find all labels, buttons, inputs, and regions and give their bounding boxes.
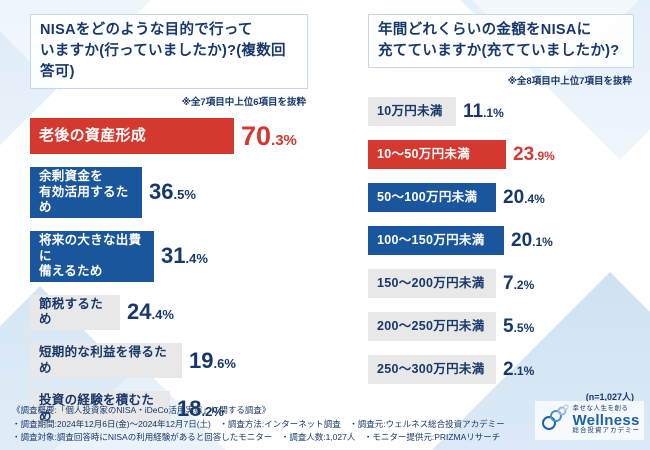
bar-value-label: 20.4% (503, 186, 545, 208)
bar-value-label: 70.3% (241, 120, 297, 151)
bar-value-label: 20.1% (511, 229, 553, 251)
logo-subtitle: 総合投資アカデミー (572, 427, 640, 435)
bar-row: 10〜50万円未満 23.9% (368, 140, 634, 170)
bar-row: 100〜150万円未満 20.1% (368, 226, 634, 256)
bar-row: 節税するため 24.4% (30, 294, 308, 331)
bar-row: 200〜250万円未満 5.5% (368, 312, 634, 342)
bar-row: 150〜200万円未満 7.2% (368, 269, 634, 299)
chart-amount-rows: 10万円未満 11.1% 10〜50万円未満 23.9% 50〜100万円未満 20.4%… (368, 97, 634, 385)
bar-blue: 50〜100万円未満 (368, 183, 496, 213)
bar-value-label: 23.9% (513, 143, 555, 165)
chart-amount-note: ※全8項目中上位7項目を抜粋 (507, 76, 632, 88)
bar-gray: 節税するため (30, 294, 120, 331)
bar-gray: 200〜250万円未満 (368, 312, 496, 342)
chart-purpose-note: ※全7項目中上位6項目を抜粋 (181, 97, 306, 109)
logo-name: Wellness (572, 411, 640, 429)
bar-gray: 250〜300万円未満 (368, 355, 496, 385)
bar-red: 老後の資産形成 (30, 118, 234, 155)
bar-value-label: 2.1% (503, 358, 535, 380)
bar-value-label: 24.4% (127, 299, 174, 325)
bar-row: 余剰資金を 有効活用するため 36.5% (30, 167, 308, 218)
bar-value-label: 31.4% (161, 243, 208, 269)
bar-value-label: 11.1% (463, 100, 504, 122)
bar-row: 老後の資産形成 70.3% (30, 118, 308, 155)
bar-value-label: 7.2% (503, 272, 535, 294)
bar-blue: 余剰資金を 有効活用するため (30, 167, 142, 218)
bar-row: 将来の大きな出費に 備えるため 31.4% (30, 230, 308, 282)
wellness-logo-text: 幸せな人生を創る Wellness 総合投資アカデミー (572, 405, 641, 435)
bar-value-label: 19.6% (189, 347, 236, 373)
bar-red: 10〜50万円未満 (368, 140, 506, 170)
bar-blue: 100〜150万円未満 (368, 226, 504, 256)
chart-amount: 年間どれくらいの金額をNISAに 充てていますか(充てていましたか)? ※全8項… (368, 14, 634, 403)
wellness-logo-icon (539, 403, 569, 438)
chart-purpose: NISAをどのような目的で行って いますか(行っていましたか)?(複数回答可) … (30, 14, 308, 427)
bar-row: 50〜100万円未満 20.4% (368, 183, 634, 213)
bar-row: 短期的な利益を得るため 19.6% (30, 343, 308, 379)
bar-gray: 150〜200万円未満 (368, 269, 496, 299)
bar-row: 10万円未満 11.1% (368, 97, 634, 127)
bar-blue: 将来の大きな出費に 備えるため (30, 230, 154, 282)
bar-gray: 10万円未満 (368, 97, 456, 127)
bar-value-label: 36.5% (149, 179, 196, 205)
bar-gray: 短期的な利益を得るため (30, 343, 182, 379)
bar-row: 250〜300万円未満 2.1% (368, 355, 634, 385)
chart-amount-title: 年間どれくらいの金額をNISAに 充てていますか(充てていましたか)? (368, 14, 634, 69)
chart-purpose-title: NISAをどのような目的で行って いますか(行っていましたか)?(複数回答可) (30, 14, 308, 90)
wellness-logo: 幸せな人生を創る Wellness 総合投資アカデミー (534, 401, 644, 440)
bar-value-label: 5.5% (503, 315, 535, 337)
chart-purpose-rows: 老後の資産形成 70.3% 余剰資金を 有効活用するため 36.5% 将来の大きな出費に… (30, 118, 308, 427)
